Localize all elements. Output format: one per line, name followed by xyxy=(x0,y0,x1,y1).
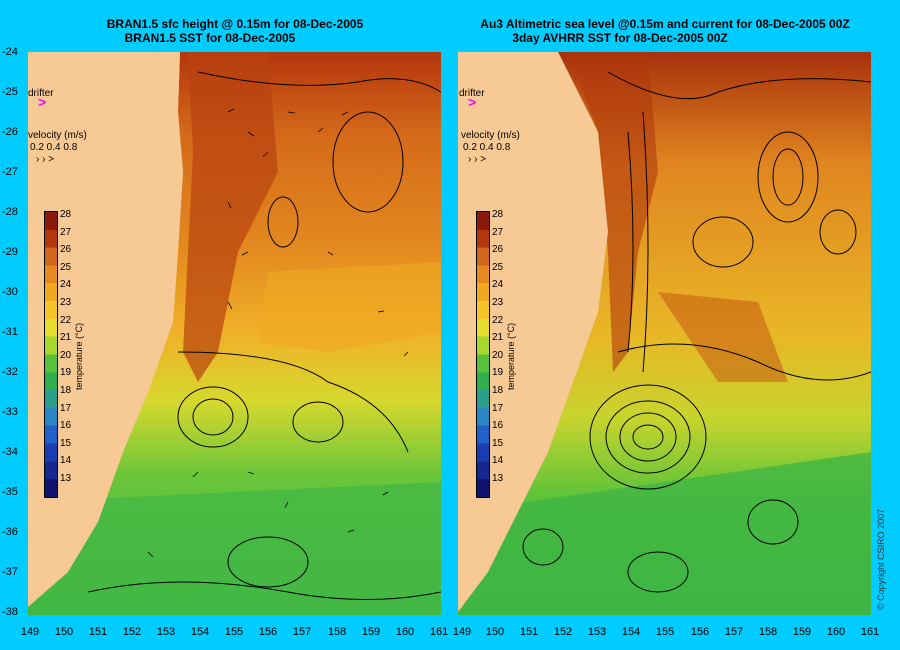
colorbar-tick: 22 xyxy=(492,314,504,326)
colorbar-tick: 28 xyxy=(492,209,504,220)
drifter-label-left: drifter xyxy=(28,88,54,99)
y-tick: -25 xyxy=(2,86,18,98)
x-tick: 149 xyxy=(20,626,40,638)
colorbar-tick: 18 xyxy=(60,384,72,396)
velocity-arrows-left: › › > xyxy=(36,154,55,165)
colorbar-tick: 22 xyxy=(60,314,72,326)
colorbar-tick: 16 xyxy=(60,420,72,432)
x-tick: 151 xyxy=(519,626,539,638)
right-title-2: 3day AVHRR SST for 08-Dec-2005 00Z xyxy=(512,31,728,45)
colorbar-tick: 21 xyxy=(492,332,504,344)
colorbar-tick: 26 xyxy=(60,244,72,256)
colorbar-tick: 20 xyxy=(492,349,504,361)
colorbar-title: temperature (°C) xyxy=(506,322,516,390)
colorbar-tick: 18 xyxy=(492,384,504,396)
colorbar-tick: 15 xyxy=(492,437,504,449)
y-tick: -38 xyxy=(2,606,18,618)
colorbar-tick: 25 xyxy=(492,261,504,273)
y-tick: -35 xyxy=(2,486,18,498)
x-tick: 157 xyxy=(292,626,312,638)
colorbar-labels: 28 27 26 25 24 23 22 21 20 19 18 17 16 1… xyxy=(60,206,71,488)
y-tick: -37 xyxy=(2,566,18,578)
colorbar-tick: 17 xyxy=(60,402,72,414)
x-tick: 156 xyxy=(690,626,710,638)
y-tick: -28 xyxy=(2,206,18,218)
colorbar-tick: 26 xyxy=(492,244,504,256)
x-tick: 159 xyxy=(361,626,381,638)
x-tick: 158 xyxy=(327,626,347,638)
colorbar-tick: 24 xyxy=(492,279,504,291)
x-tick: 161 xyxy=(429,626,449,638)
x-tick: 156 xyxy=(258,626,278,638)
colorbar-swatch xyxy=(476,211,490,498)
velocity-values-right: 0.2 0.4 0.8 xyxy=(463,142,511,153)
colorbar-tick: 21 xyxy=(60,332,72,344)
left-title-1: BRAN1.5 sfc height @ 0.15m for 08-Dec-20… xyxy=(106,17,364,31)
velocity-label-right: velocity (m/s) xyxy=(461,130,520,141)
x-tick: 160 xyxy=(826,626,846,638)
colorbar-tick: 16 xyxy=(492,420,504,432)
colorbar-tick: 19 xyxy=(60,367,72,379)
colorbar-tick: 23 xyxy=(492,296,504,308)
drifter-icon-left: > xyxy=(38,94,47,110)
right-map-panel xyxy=(458,52,871,615)
colorbar-tick: 25 xyxy=(60,261,72,273)
y-tick: -33 xyxy=(2,406,18,418)
colorbar-tick: 14 xyxy=(60,455,72,467)
x-tick: 155 xyxy=(224,626,244,638)
colorbar-tick: 13 xyxy=(492,472,504,484)
left-title-2: BRAN1.5 SST for 08-Dec-2005 xyxy=(124,31,296,45)
right-sst-map xyxy=(458,52,871,615)
x-tick: 151 xyxy=(88,626,108,638)
colorbar-tick: 24 xyxy=(60,279,72,291)
y-tick: -34 xyxy=(2,446,18,458)
x-tick: 153 xyxy=(587,626,607,638)
velocity-arrows-right: › › > xyxy=(468,154,487,165)
colorbar-tick: 17 xyxy=(492,402,504,414)
y-tick: -30 xyxy=(2,286,18,298)
right-title-1: Au3 Altimetric sea level @0.15m and curr… xyxy=(480,17,850,31)
drifter-icon-right: > xyxy=(468,94,477,110)
colorbar-tick: 28 xyxy=(60,209,72,220)
colorbar-title: temperature (°C) xyxy=(74,322,84,390)
x-tick: 152 xyxy=(122,626,142,638)
colorbar-tick: 27 xyxy=(492,226,504,238)
velocity-label-left: velocity (m/s) xyxy=(28,130,87,141)
copyright-text: © Copyright CSIRO 2007 xyxy=(876,508,886,610)
y-tick: -27 xyxy=(2,166,18,178)
drifter-label-right: drifter xyxy=(459,88,485,99)
y-tick: -29 xyxy=(2,246,18,258)
x-tick: 157 xyxy=(724,626,744,638)
x-tick: 155 xyxy=(655,626,675,638)
x-tick: 149 xyxy=(452,626,472,638)
colorbar-tick: 14 xyxy=(492,455,504,467)
x-tick: 158 xyxy=(758,626,778,638)
x-tick: 153 xyxy=(156,626,176,638)
left-map-panel xyxy=(28,52,441,615)
velocity-values-left: 0.2 0.4 0.8 xyxy=(30,142,78,153)
y-tick: -32 xyxy=(2,366,18,378)
x-tick: 152 xyxy=(553,626,573,638)
x-tick: 150 xyxy=(54,626,74,638)
colorbar-tick: 20 xyxy=(60,349,72,361)
y-tick: -26 xyxy=(2,126,18,138)
x-tick: 154 xyxy=(621,626,641,638)
x-tick: 160 xyxy=(395,626,415,638)
y-tick: -36 xyxy=(2,526,18,538)
colorbar-tick: 19 xyxy=(492,367,504,379)
colorbar-tick: 13 xyxy=(60,472,72,484)
colorbar-tick: 15 xyxy=(60,437,72,449)
colorbar-tick: 27 xyxy=(60,226,72,238)
y-tick: -31 xyxy=(2,326,18,338)
left-sst-map xyxy=(28,52,441,615)
y-tick: -24 xyxy=(2,46,18,58)
x-tick: 154 xyxy=(190,626,210,638)
x-tick: 161 xyxy=(860,626,880,638)
x-tick: 150 xyxy=(485,626,505,638)
colorbar-labels: 28 27 26 25 24 23 22 21 20 19 18 17 16 1… xyxy=(492,206,503,488)
colorbar-swatch xyxy=(44,211,58,498)
x-tick: 159 xyxy=(792,626,812,638)
colorbar-tick: 23 xyxy=(60,296,72,308)
